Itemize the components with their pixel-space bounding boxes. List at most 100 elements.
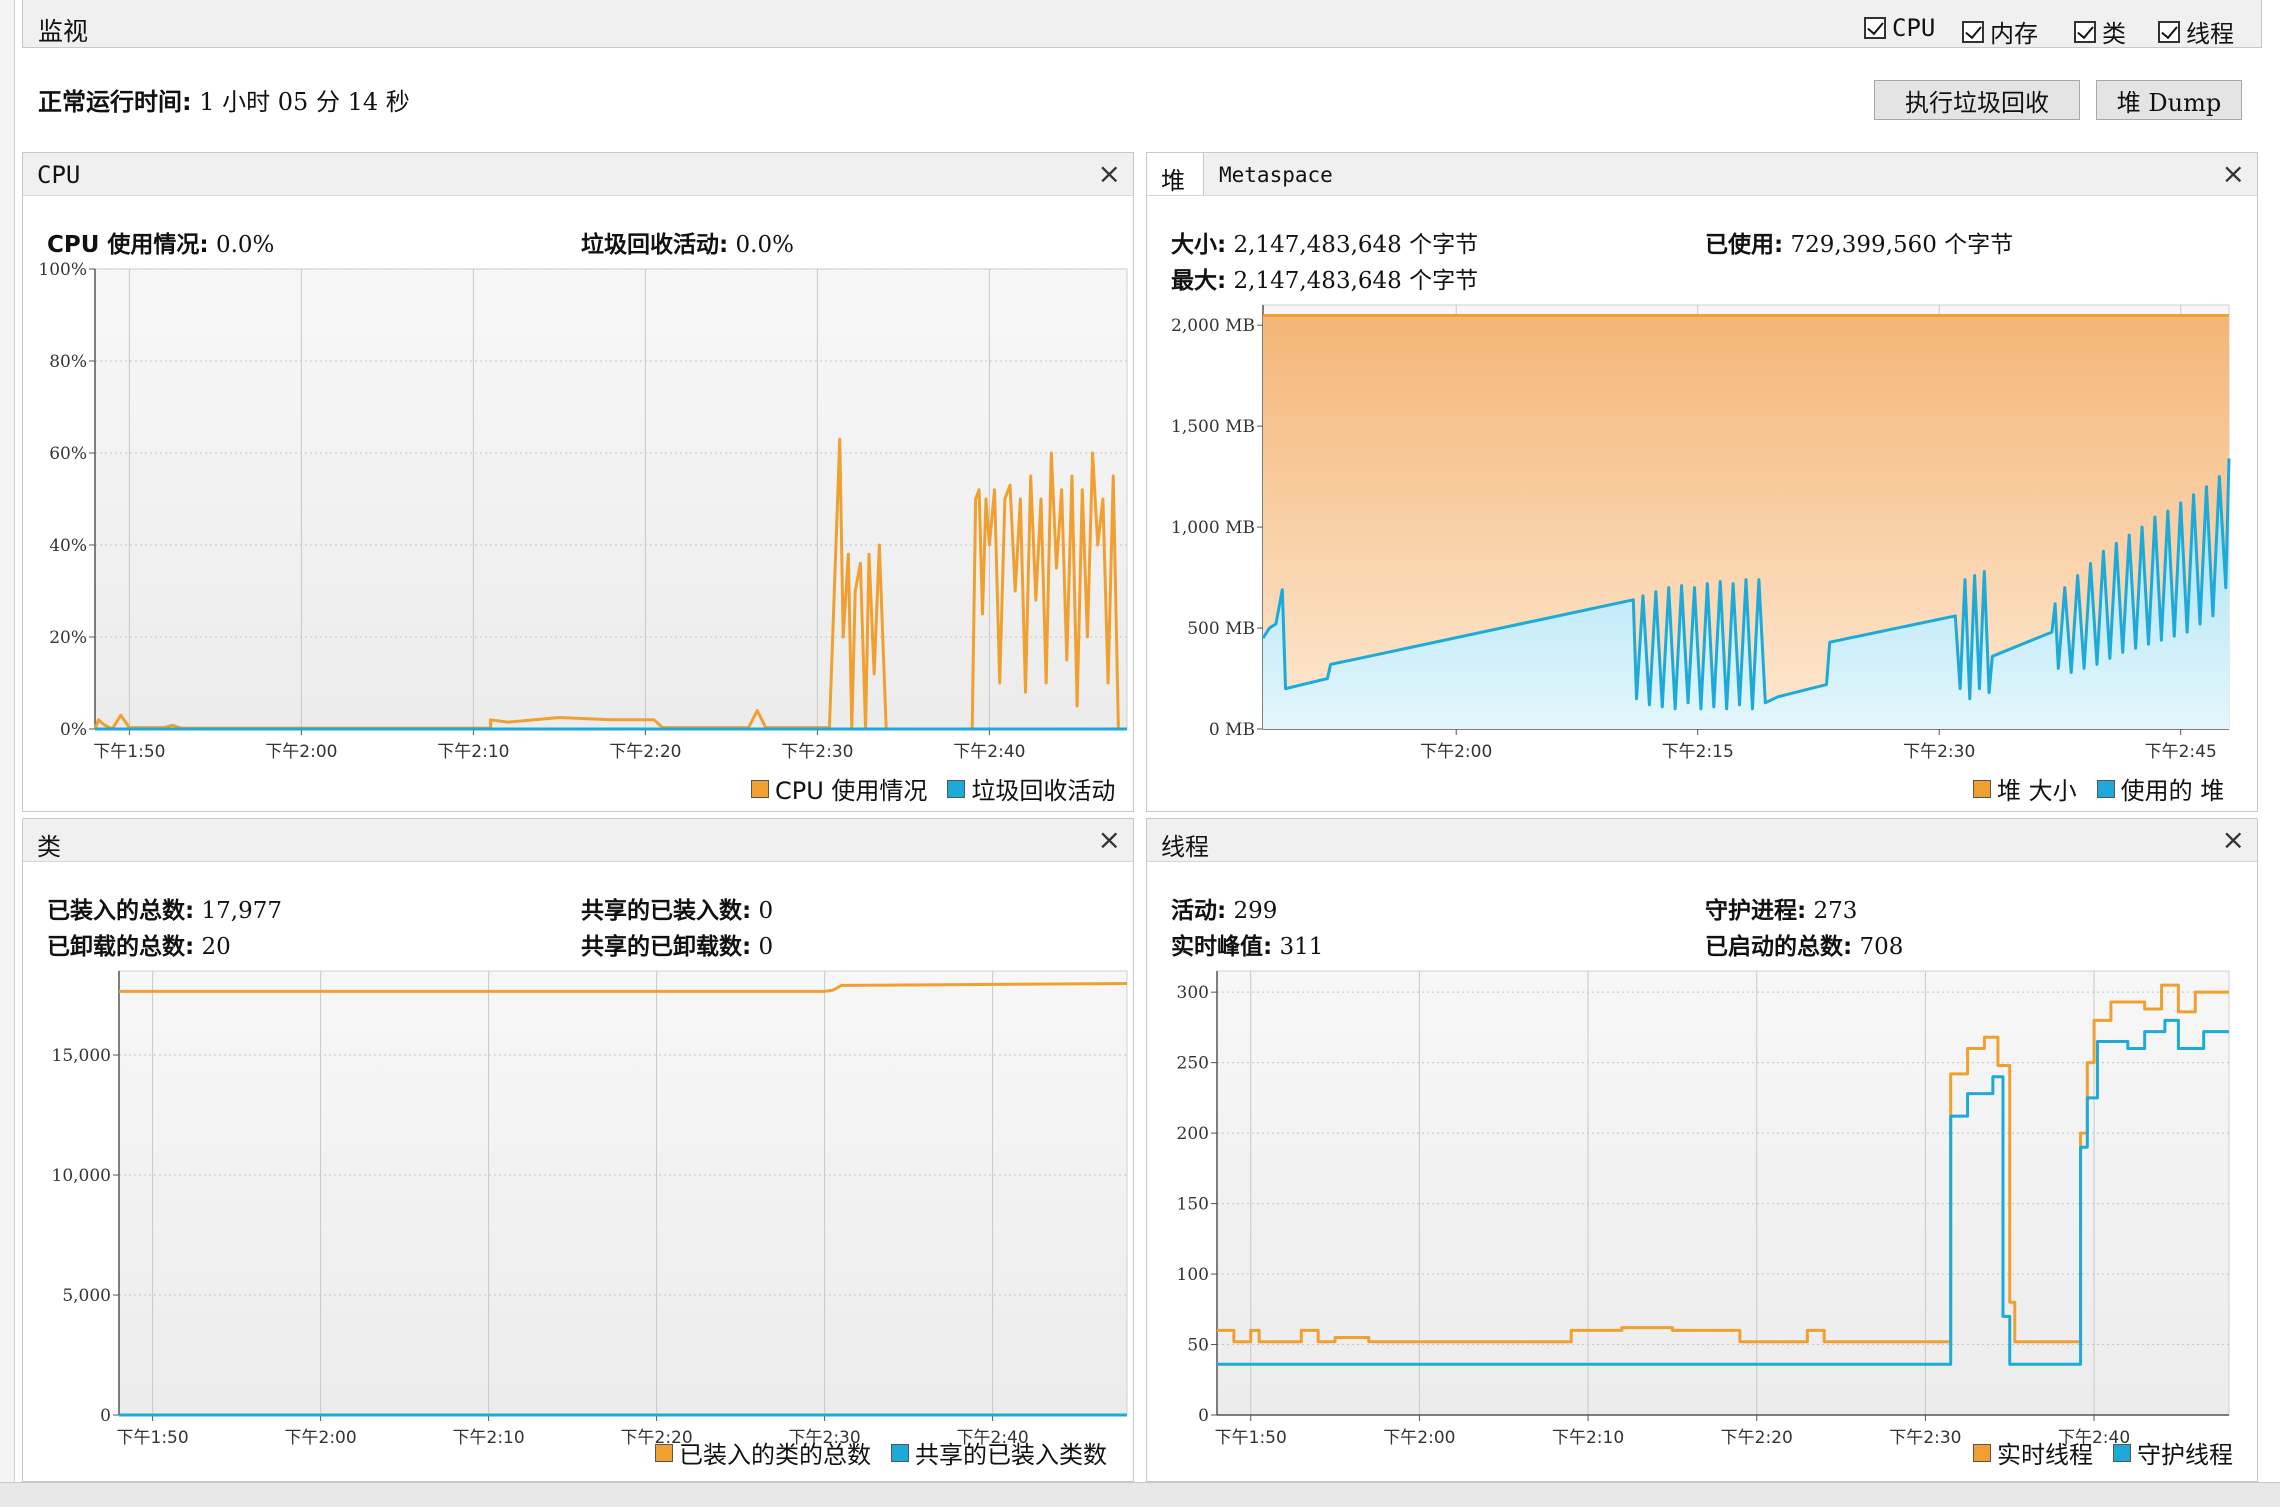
- classes-chart: 0 5,000 10,000 15,000 下午1:50 下午2:00 下午2:10 下午2:…: [52, 970, 1128, 1448]
- y-tick-label: 0 MB: [1209, 720, 1255, 740]
- y-tick-label: 250: [1177, 1054, 1209, 1074]
- x-tick-label: 下午2:30: [1903, 742, 1975, 762]
- peak-threads-stat: 实时峰值: 311: [1171, 927, 1323, 961]
- x-tick-label: 下午2:40: [957, 1428, 1029, 1448]
- legend-swatch-orange: [751, 779, 769, 798]
- started-threads-value: 708: [1859, 934, 1904, 960]
- y-tick-label: 5,000: [62, 1286, 111, 1306]
- legend-label: CPU 使用情况: [775, 777, 928, 805]
- series-line-blue: [1217, 1018, 2229, 1366]
- threads-chart: 0 50 100 150 200 250 300 下午1:50 下午2:00 下午2:10 下午2:…: [1177, 970, 2230, 1448]
- y-tick-label: 150: [1177, 1195, 1209, 1215]
- plot-area: [94, 268, 1128, 730]
- unloaded-total-label: 已卸载的总数:: [47, 934, 195, 960]
- live-threads-label: 活动:: [1171, 898, 1227, 924]
- close-icon[interactable]: ×: [1097, 157, 1121, 190]
- y-tick-label: 500 MB: [1187, 619, 1255, 639]
- heap-size-label: 大小:: [1171, 232, 1227, 258]
- legend-swatch-blue: [947, 779, 966, 798]
- shared-unloaded-value: 0: [758, 934, 774, 960]
- checkbox-label: CPU: [1892, 14, 1936, 42]
- x-tick-label: 下午2:00: [285, 1428, 357, 1448]
- cpu-usage-stat: CPU 使用情况: 0.0%: [47, 225, 274, 259]
- threads-legend: 实时线程 守护线程: [1973, 1435, 2233, 1470]
- checkbox-checked-icon: [2074, 20, 2096, 43]
- cpu-usage-label: CPU 使用情况:: [47, 232, 209, 258]
- x-tick-label: 下午1:50: [117, 1428, 189, 1448]
- threads-panel-title: 线程: [1161, 833, 1209, 861]
- legend-swatch-orange: [1973, 779, 1991, 798]
- window-left-edge: [0, 0, 15, 1482]
- legend-label: 堆 大小: [1997, 777, 2077, 805]
- cpu-panel-title: CPU: [37, 161, 81, 189]
- x-tick-label: 下午2:10: [437, 742, 509, 762]
- tab-metaspace[interactable]: Metaspace: [1219, 163, 1333, 187]
- gc-activity-stat: 垃圾回收活动: 0.0%: [581, 225, 794, 259]
- y-tick-label: 0%: [60, 720, 87, 740]
- x-tick-label: 下午2:15: [1662, 742, 1734, 762]
- y-tick-label: 300: [1177, 983, 1209, 1003]
- heap-legend: 堆 大小 使用的 堆: [1973, 771, 2224, 806]
- y-tick-label: 100: [1177, 1265, 1209, 1285]
- y-tick-label: 200: [1177, 1124, 1209, 1144]
- live-threads-stat: 活动: 299: [1171, 891, 1277, 925]
- tab-heap-label: 堆: [1161, 167, 1185, 195]
- x-tick-label: 下午2:40: [2058, 1428, 2130, 1448]
- threads-panel-header: 线程 ×: [1147, 819, 2257, 862]
- y-tick-label: 1,000 MB: [1171, 518, 1255, 538]
- cpu-legend: CPU 使用情况 垃圾回收活动: [751, 771, 1115, 806]
- uptime-row: 正常运行时间: 1 小时 05 分 14 秒: [38, 82, 410, 117]
- memory-panel-header: 堆 Metaspace ×: [1147, 153, 2257, 196]
- y-tick-label: 1,500 MB: [1171, 417, 1255, 437]
- live-threads-value: 299: [1233, 898, 1278, 924]
- checkbox-memory[interactable]: 内存: [1962, 14, 2038, 49]
- checkbox-classes[interactable]: 类: [2074, 14, 2126, 49]
- peak-threads-label: 实时峰值:: [1171, 934, 1273, 960]
- classes-panel: 类 × 已装入的总数: 17,977 已卸载的总数: 20 共享的已装入数: 0…: [22, 818, 1134, 1482]
- legend-label: 实时线程: [1997, 1441, 2093, 1469]
- x-tick-label: 下午2:20: [1721, 1428, 1793, 1448]
- legend-swatch-blue: [891, 1443, 909, 1462]
- x-tick-label: 下午2:45: [2145, 742, 2217, 762]
- tab-heap[interactable]: 堆: [1147, 153, 1204, 195]
- cpu-panel-header: CPU ×: [23, 153, 1133, 196]
- y-tick-label: 40%: [49, 536, 87, 556]
- series-line-orange: [119, 982, 1128, 993]
- cpu-chart: 0% 20% 40% 60% 80% 100% 下午1:50 下午2:00 下午2:10 下午2:…: [38, 260, 1128, 762]
- y-tick-label: 20%: [49, 628, 87, 648]
- x-tick-label: 下午2:40: [953, 742, 1025, 762]
- heap-used-label: 已使用:: [1705, 232, 1784, 258]
- legend-swatch-blue: [2096, 779, 2115, 798]
- x-tick-label: 下午2:00: [1420, 742, 1492, 762]
- heap-max-stat: 最大: 2,147,483,648 个字节: [1171, 261, 1478, 295]
- uptime-value: 1 小时 05 分 14 秒: [199, 88, 410, 116]
- x-tick-label: 下午2:00: [265, 742, 337, 762]
- daemon-threads-label: 守护进程:: [1705, 898, 1807, 924]
- legend-swatch-orange: [655, 1443, 673, 1462]
- y-tick-label: 2,000 MB: [1171, 316, 1255, 336]
- heap-used-stat: 已使用: 729,399,560 个字节: [1705, 225, 2013, 259]
- unloaded-total-stat: 已卸载的总数: 20: [47, 927, 231, 961]
- x-tick-label: 下午2:20: [621, 1428, 693, 1448]
- y-tick-label: 100%: [38, 260, 87, 280]
- x-tick-label: 下午2:30: [1889, 1428, 1961, 1448]
- checkbox-cpu[interactable]: CPU: [1864, 14, 1935, 42]
- shared-loaded-stat: 共享的已装入数: 0: [581, 891, 773, 925]
- heap-used-value: 729,399,560 个字节: [1790, 232, 2014, 258]
- x-tick-label: 下午2:10: [1552, 1428, 1624, 1448]
- legend-label: 使用的 堆: [2120, 777, 2225, 805]
- checkbox-label: 类: [2102, 20, 2126, 48]
- classes-panel-header: 类 ×: [23, 819, 1133, 862]
- close-icon[interactable]: ×: [2221, 823, 2245, 856]
- heap-dump-button[interactable]: 堆 Dump: [2096, 80, 2242, 120]
- legend-label: 垃圾回收活动: [971, 777, 1116, 805]
- y-tick-label: 15,000: [52, 1046, 111, 1066]
- checkbox-threads[interactable]: 线程: [2158, 14, 2234, 49]
- threads-panel: 线程 × 活动: 299 实时峰值: 311 守护进程: 273 已启动的总数:…: [1146, 818, 2258, 1482]
- close-icon[interactable]: ×: [2221, 157, 2245, 190]
- legend-swatch-orange: [1973, 1443, 1991, 1462]
- close-icon[interactable]: ×: [1097, 823, 1121, 856]
- daemon-threads-stat: 守护进程: 273: [1705, 891, 1857, 925]
- legend-label: 已装入的类的总数: [679, 1441, 871, 1469]
- perform-gc-button[interactable]: 执行垃圾回收: [1874, 80, 2080, 120]
